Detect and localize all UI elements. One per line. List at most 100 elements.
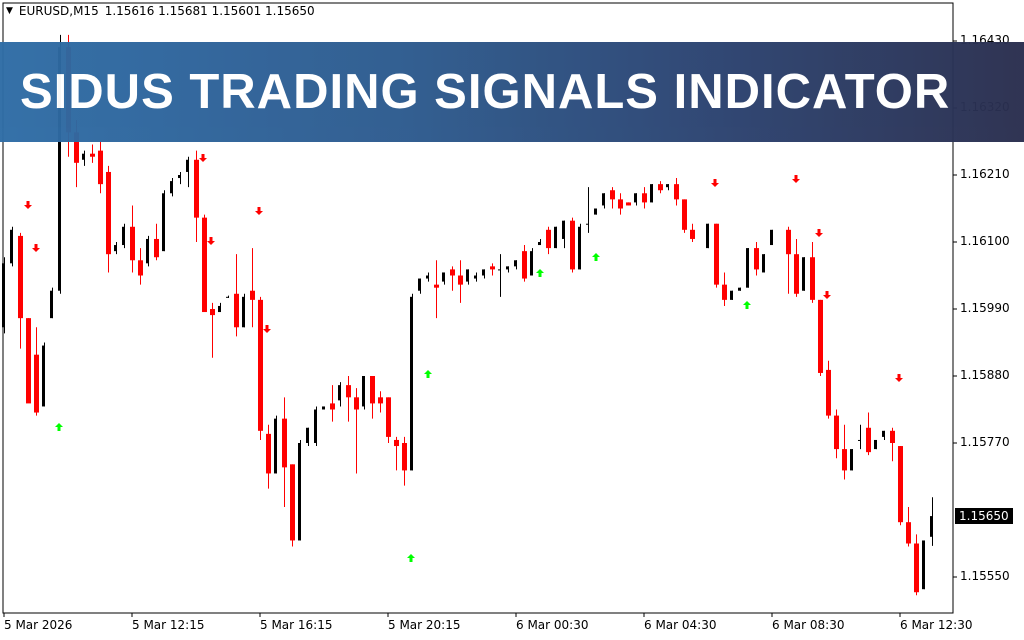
signals-layer xyxy=(24,154,903,562)
buy-arrow-icon xyxy=(743,301,751,309)
buy-arrow-icon xyxy=(536,269,544,277)
candle xyxy=(426,272,429,282)
sell-arrow-icon xyxy=(711,179,719,187)
candle xyxy=(26,318,31,404)
candle xyxy=(226,295,229,299)
price-tick-label: 1.15880 xyxy=(960,368,1010,382)
buy-arrow-icon xyxy=(592,253,600,261)
candle xyxy=(330,385,335,422)
candle xyxy=(722,272,727,306)
candle xyxy=(546,226,551,255)
symbol-label: EURUSD,M15 xyxy=(18,4,99,18)
candle xyxy=(250,248,255,328)
current-price-tag: 1.15650 xyxy=(955,508,1013,524)
candle xyxy=(346,376,351,422)
candle xyxy=(162,190,165,252)
sell-arrow-icon xyxy=(263,325,271,333)
candle xyxy=(178,171,181,185)
candle xyxy=(18,232,23,349)
candle xyxy=(274,415,277,474)
banner-title: SIDUS TRADING SIGNALS INDICATOR xyxy=(20,65,951,119)
candle xyxy=(482,269,485,279)
price-tick-label: 1.16100 xyxy=(960,234,1010,248)
candle xyxy=(210,302,215,358)
candle xyxy=(554,226,557,249)
sell-arrow-icon xyxy=(255,207,263,215)
candle xyxy=(386,397,391,443)
candle xyxy=(322,406,325,410)
candle xyxy=(98,141,103,194)
candle xyxy=(10,226,13,267)
candle xyxy=(306,427,309,447)
candle xyxy=(282,397,287,507)
time-tick-label: 5 Mar 12:15 xyxy=(132,618,205,632)
candle xyxy=(154,223,159,261)
candle xyxy=(802,257,805,291)
candle xyxy=(738,287,741,291)
candle xyxy=(586,187,589,233)
sell-arrow-icon xyxy=(815,229,823,237)
candle xyxy=(626,202,631,206)
candle xyxy=(34,327,39,416)
candle xyxy=(122,223,125,249)
candle xyxy=(610,187,615,209)
candle xyxy=(266,424,271,489)
candle xyxy=(810,242,815,303)
sell-arrow-icon xyxy=(207,237,215,245)
candle xyxy=(690,223,695,242)
candle xyxy=(474,272,477,282)
candle xyxy=(882,430,885,440)
candle xyxy=(290,464,295,547)
candle xyxy=(538,238,541,246)
sell-arrow-icon xyxy=(199,154,207,162)
candle xyxy=(362,376,365,410)
candle xyxy=(2,257,5,334)
candle xyxy=(418,278,421,294)
candle xyxy=(338,382,341,407)
candle xyxy=(674,178,679,206)
candle xyxy=(458,260,463,303)
candle xyxy=(650,184,653,203)
candle xyxy=(762,254,765,273)
candle xyxy=(218,302,221,313)
candle xyxy=(770,229,773,246)
candle xyxy=(498,254,501,297)
candle xyxy=(858,424,861,450)
candle xyxy=(234,254,239,337)
buy-arrow-icon xyxy=(55,423,63,431)
time-tick-label: 6 Mar 00:30 xyxy=(516,618,589,632)
candle xyxy=(730,290,733,300)
candle xyxy=(442,272,445,285)
candle xyxy=(746,248,749,288)
candle xyxy=(874,439,877,450)
candle xyxy=(842,424,847,480)
time-tick-label: 6 Mar 08:30 xyxy=(772,618,845,632)
candle xyxy=(578,223,581,270)
candle xyxy=(658,181,663,194)
chart-title-bar[interactable]: ▼ EURUSD,M15 1.15616 1.15681 1.15601 1.1… xyxy=(6,4,315,18)
price-tick-label: 1.15990 xyxy=(960,301,1010,315)
candle xyxy=(314,406,317,447)
candle xyxy=(106,165,111,273)
candle xyxy=(602,193,605,209)
candle xyxy=(370,376,375,419)
candle xyxy=(818,299,823,376)
candle xyxy=(378,391,383,413)
candle xyxy=(82,150,85,166)
time-tick-label: 6 Mar 12:30 xyxy=(900,618,973,632)
candle xyxy=(634,193,637,206)
candle xyxy=(930,497,933,546)
price-tick-label: 1.16210 xyxy=(960,167,1010,181)
sell-arrow-icon xyxy=(24,201,32,209)
candle xyxy=(186,156,189,188)
candle xyxy=(202,214,207,313)
candle xyxy=(242,293,245,328)
price-tick-label: 1.15550 xyxy=(960,569,1010,583)
time-tick-label: 5 Mar 20:15 xyxy=(388,618,461,632)
triangle-down-icon[interactable]: ▼ xyxy=(6,6,13,16)
candle xyxy=(826,360,831,419)
candle xyxy=(90,144,95,163)
candle xyxy=(42,342,45,407)
candle xyxy=(530,248,533,276)
candle xyxy=(50,287,53,319)
